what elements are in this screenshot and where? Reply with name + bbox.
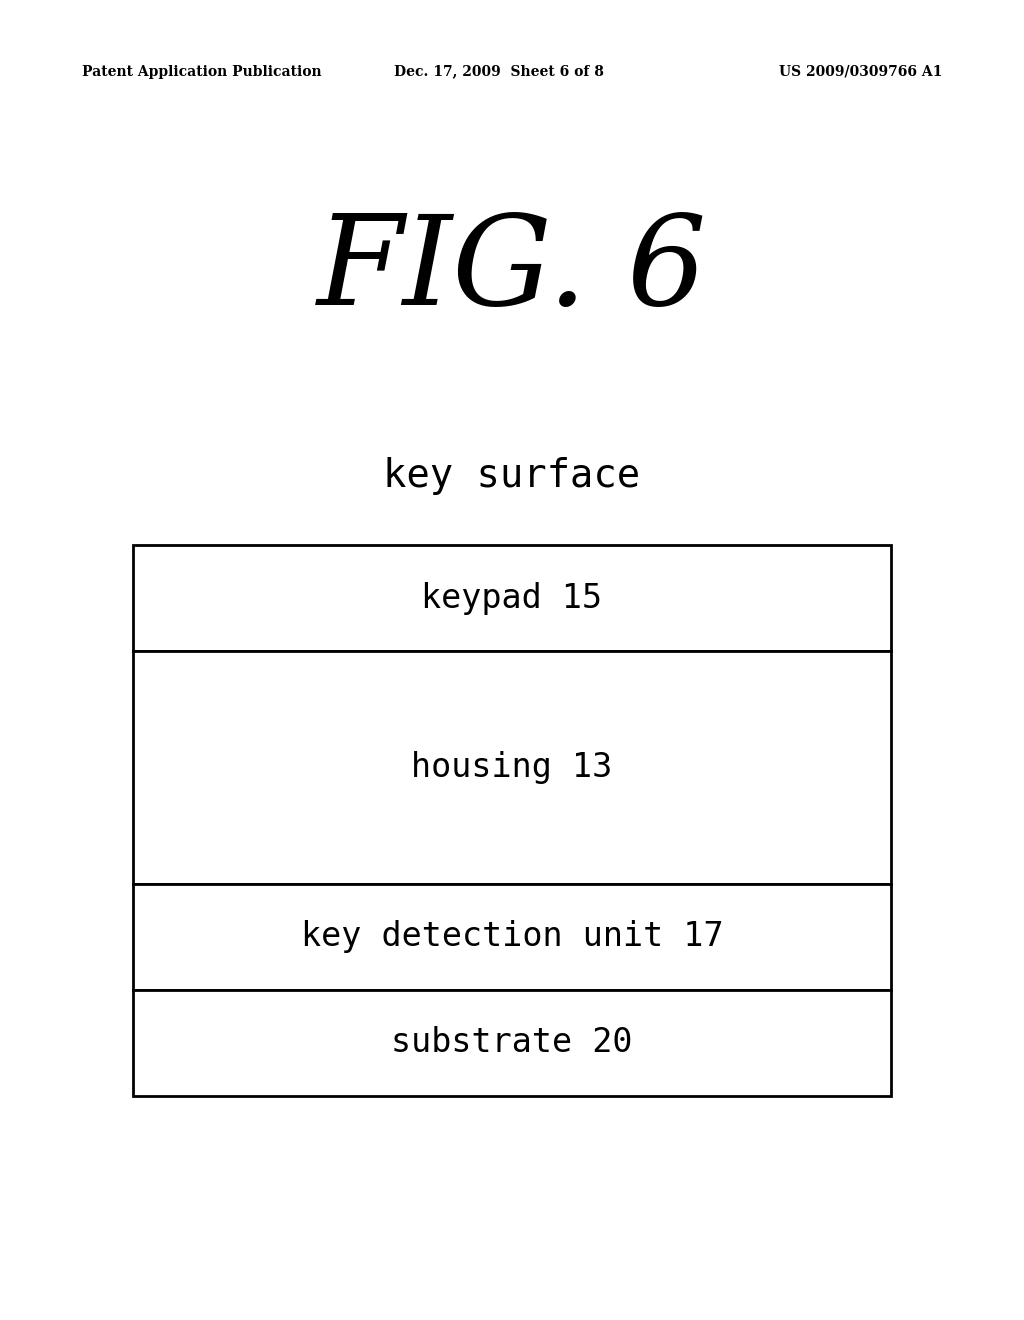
Bar: [133, 990, 891, 1096]
Text: Patent Application Publication: Patent Application Publication: [82, 65, 322, 79]
Text: Dec. 17, 2009  Sheet 6 of 8: Dec. 17, 2009 Sheet 6 of 8: [394, 65, 604, 79]
Bar: [133, 545, 891, 651]
Text: key detection unit 17: key detection unit 17: [301, 920, 723, 953]
Text: US 2009/0309766 A1: US 2009/0309766 A1: [778, 65, 942, 79]
Bar: [133, 651, 891, 884]
Text: keypad 15: keypad 15: [422, 582, 602, 615]
Text: substrate 20: substrate 20: [391, 1026, 633, 1059]
Bar: [133, 884, 891, 990]
Text: key surface: key surface: [383, 457, 641, 495]
Text: housing 13: housing 13: [412, 751, 612, 784]
Text: FIG. 6: FIG. 6: [316, 210, 708, 331]
